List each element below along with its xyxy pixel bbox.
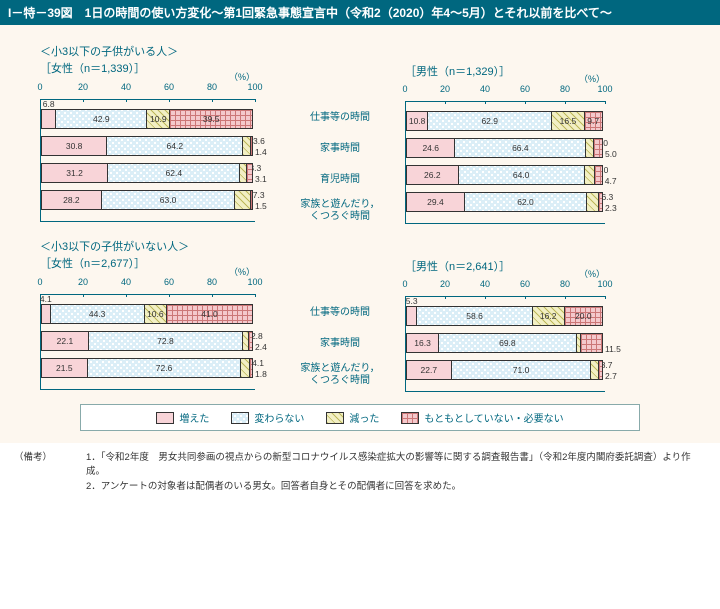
- bar-row: 26.264.05.04.7: [406, 165, 605, 185]
- bar-segment: 10.9: [146, 109, 169, 129]
- category-label: 家事時間: [285, 133, 395, 164]
- chart-area: ＜小3以下の子供がいる人＞［女性（n＝1,339）］（%）02040608010…: [0, 25, 720, 443]
- bar-segment: 64.0: [458, 165, 584, 185]
- bar-segment: 6.8: [41, 109, 55, 129]
- bar-row: 22.771.03.72.7: [406, 360, 605, 380]
- legend-swatch: [231, 412, 249, 424]
- bar-row: 6.842.910.939.5: [41, 109, 255, 129]
- bar-segment: 69.8: [438, 333, 576, 353]
- bar-segment: 28.2: [41, 190, 101, 210]
- bar-segment: 3.6: [242, 136, 250, 156]
- bar-segment: 44.3: [50, 304, 144, 324]
- bar-segment: 4.0: [585, 138, 593, 158]
- bar-segment: 21.5: [41, 358, 87, 378]
- legend-swatch: [326, 412, 344, 424]
- legend-item: 増えた: [156, 410, 209, 425]
- bar-row: 21.572.64.11.8: [41, 358, 255, 378]
- bar-segment: 2.3: [598, 192, 603, 212]
- bar-segment: 2.7: [598, 360, 603, 380]
- bar-segment: 58.6: [416, 306, 531, 326]
- bar-segment: 26.2: [406, 165, 458, 185]
- legend-item: 変わらない: [231, 410, 304, 425]
- category-label: 家事時間: [285, 328, 395, 359]
- bar-row: 29.462.06.32.3: [406, 192, 605, 212]
- category-label: 育児時間: [285, 164, 395, 195]
- bar-segment: 72.6: [87, 358, 241, 378]
- bar-segment: 5.3: [406, 306, 416, 326]
- bar-segment: 16.5: [551, 111, 584, 131]
- bar-row: 22.172.82.82.4: [41, 331, 255, 351]
- bar-segment: 3.7: [590, 360, 597, 380]
- block-header: ＜小3以下の子供がいる人＞: [40, 43, 708, 59]
- bar-segment: 10.8: [406, 111, 427, 131]
- bar-segment: 41.0: [166, 304, 253, 324]
- category-label: 仕事等の時間: [285, 102, 395, 133]
- bar-segment: 9.7: [584, 111, 603, 131]
- legend: 増えた 変わらない 減った もともとしていない・必要ない: [80, 404, 640, 431]
- bar-segment: 71.0: [451, 360, 591, 380]
- bar-segment: 1.4: [250, 136, 253, 156]
- bar-segment: 2.4: [248, 331, 253, 351]
- bar-segment: 62.4: [107, 163, 239, 183]
- bar-segment: 22.1: [41, 331, 88, 351]
- bar-segment: 30.8: [41, 136, 106, 156]
- category-label: 家族と遊んだり，くつろぐ時間: [285, 359, 395, 390]
- bar-segment: 64.2: [106, 136, 242, 156]
- bar-row: 10.862.916.59.7: [406, 111, 605, 131]
- category-label: 家族と遊んだり，くつろぐ時間: [285, 195, 395, 226]
- bar-segment: 1.8: [249, 358, 253, 378]
- category-label: 仕事等の時間: [285, 297, 395, 328]
- bar-segment: 5.0: [593, 138, 603, 158]
- block-header: ＜小3以下の子供がいない人＞: [40, 238, 708, 254]
- bar-segment: 4.1: [240, 358, 249, 378]
- footnotes: （備考）1．「令和2年度 男女共同参画の視点からの新型コロナウイルス感染症拡大の…: [0, 443, 720, 508]
- bar-segment: 7.3: [234, 190, 249, 210]
- bar-segment: 3.3: [239, 163, 246, 183]
- bar-segment: 6.3: [586, 192, 598, 212]
- bar-row: 28.263.07.31.5: [41, 190, 255, 210]
- bar-row: 30.864.23.61.4: [41, 136, 255, 156]
- bar-segment: 4.1: [41, 304, 50, 324]
- legend-item: 減った: [326, 410, 379, 425]
- bar-segment: 72.8: [88, 331, 242, 351]
- bar-segment: 31.2: [41, 163, 107, 183]
- bar-segment: 5.0: [584, 165, 594, 185]
- bar-segment: 62.9: [427, 111, 551, 131]
- bar-segment: 4.7: [594, 165, 603, 185]
- bar-segment: 63.0: [101, 190, 235, 210]
- bar-segment: 29.4: [406, 192, 464, 212]
- bar-segment: 42.9: [55, 109, 146, 129]
- legend-swatch: [156, 412, 174, 424]
- bar-row: 24.666.44.05.0: [406, 138, 605, 158]
- bar-segment: 66.4: [454, 138, 585, 158]
- bar-segment: 3.1: [246, 163, 253, 183]
- bar-row: 5.358.616.220.0: [406, 306, 605, 326]
- bar-segment: 20.0: [564, 306, 603, 326]
- legend-item: もともとしていない・必要ない: [401, 410, 563, 425]
- figure-title: I－特－39図 1日の時間の使い方変化～第1回緊急事態宣言中（令和2（2020）…: [0, 0, 720, 25]
- bar-segment: 11.5: [580, 333, 603, 353]
- bar-segment: 16.2: [532, 306, 564, 326]
- bar-segment: 39.5: [169, 109, 253, 129]
- bar-row: 31.262.43.33.1: [41, 163, 255, 183]
- bar-segment: 24.6: [406, 138, 454, 158]
- bar-row: 16.369.82.411.5: [406, 333, 605, 353]
- legend-swatch: [401, 412, 419, 424]
- bar-segment: 1.5: [250, 190, 253, 210]
- bar-segment: 62.0: [464, 192, 586, 212]
- bar-segment: 10.6: [144, 304, 166, 324]
- bar-segment: 16.3: [406, 333, 438, 353]
- bar-row: 4.144.310.641.0: [41, 304, 255, 324]
- bar-segment: 22.7: [406, 360, 451, 380]
